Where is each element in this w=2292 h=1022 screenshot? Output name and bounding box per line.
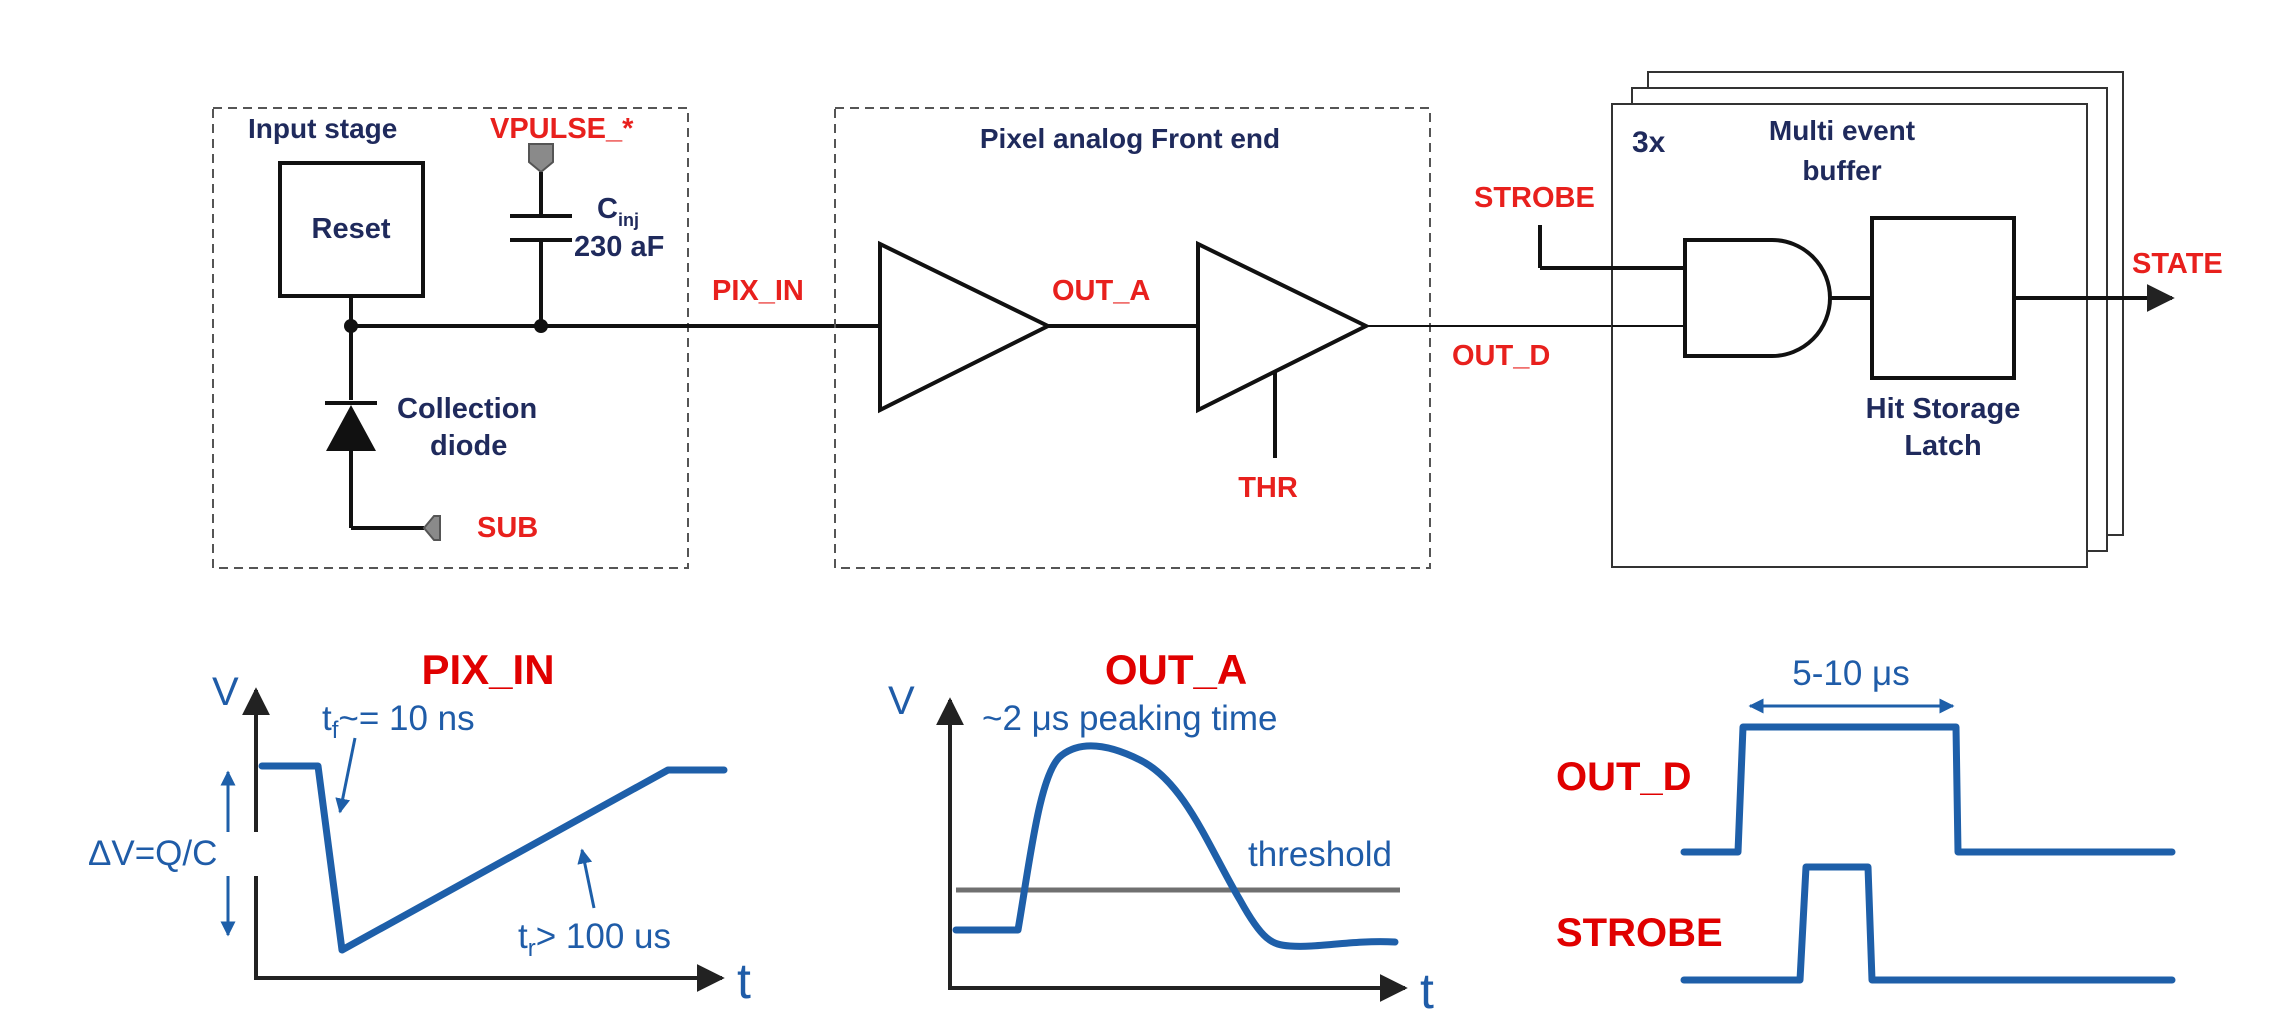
collection-label-1: Collection — [397, 393, 537, 425]
rise-time-pointer — [577, 848, 596, 909]
cinj-label: Cinj — [597, 193, 639, 230]
buffer-count: 3x — [1632, 126, 1666, 159]
vpulse-terminal — [528, 143, 554, 174]
pix-in-label: PIX_IN — [712, 275, 804, 307]
out-d-wave-label: OUT_D — [1556, 755, 1692, 799]
fall-time-pointer — [335, 737, 357, 814]
strobe-signal — [1680, 863, 2176, 984]
input-stage-box — [212, 107, 689, 569]
pix-in-wave-title: PIX_IN — [421, 646, 554, 693]
buffer-title-1: Multi event — [1769, 115, 1915, 146]
vpulse-label: VPULSE_* — [490, 113, 634, 145]
and-gate — [1683, 238, 1832, 358]
strobe-label: STROBE — [1474, 182, 1595, 214]
threshold-label: threshold — [1248, 835, 1392, 874]
out-d-label: OUT_D — [1452, 340, 1550, 372]
collection-label-2: diode — [430, 430, 507, 462]
rise-time-label: tr> 100 us — [518, 917, 671, 962]
out-d-signal — [1680, 723, 2176, 856]
pix-in-signal — [258, 762, 728, 954]
state-label: STATE — [2132, 248, 2223, 280]
sub-terminal — [422, 515, 441, 541]
multi-event-buffer — [1611, 103, 2088, 568]
peaking-time-label: ~2 μs peaking time — [982, 699, 1277, 738]
sub-label: SUB — [477, 512, 538, 544]
thr-label: THR — [1238, 472, 1298, 504]
collection-diode — [326, 405, 376, 451]
latch-label-2: Latch — [1904, 430, 1981, 462]
amplifier — [878, 240, 1053, 414]
pix-in-t-label: t — [737, 953, 751, 1009]
pix-in-v-label: V — [212, 670, 239, 714]
out-a-label: OUT_A — [1052, 275, 1150, 307]
reset-label: Reset — [312, 213, 391, 245]
strobe-wave-label: STROBE — [1556, 911, 1723, 955]
input-stage-label: Input stage — [248, 113, 397, 144]
discriminator — [1196, 240, 1371, 414]
latch-label-1: Hit Storage — [1866, 393, 2021, 425]
out-a-v-label: V — [888, 679, 915, 723]
analog-front-end-box — [834, 107, 1431, 569]
delta-v-label: ΔV=Q/C — [88, 834, 217, 873]
fall-time-label: tf~= 10 ns — [322, 699, 475, 744]
out-a-signal — [952, 742, 1399, 950]
out-a-wave-title: OUT_A — [1105, 646, 1247, 693]
width-label: 5-10 μs — [1792, 654, 1909, 693]
analog-front-end-label: Pixel analog Front end — [980, 123, 1280, 154]
cinj-value: 230 aF — [574, 231, 664, 263]
out-a-t-label: t — [1420, 963, 1434, 1019]
buffer-title-2: buffer — [1802, 155, 1881, 186]
